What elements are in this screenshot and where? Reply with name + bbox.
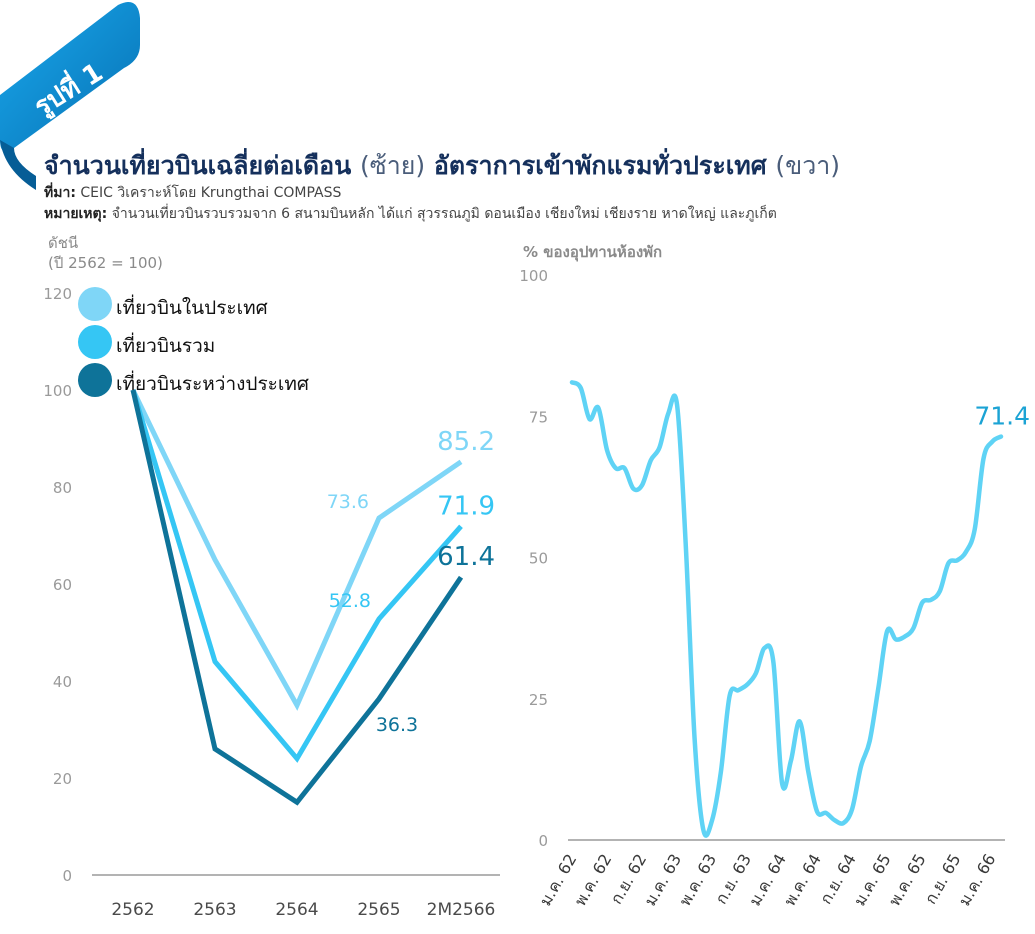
left-ylabel-1: ดัชนี [48,234,79,252]
right-ytick-label: 50 [529,550,548,568]
right-ylabel: % ของอุปทานห้องพัก [523,243,663,261]
legend-label-domestic: เที่ยวบินในประเทศ [116,297,268,319]
legend-label-total: เที่ยวบินรวม [116,335,216,357]
left-data-label: 71.9 [437,491,495,521]
occupancy-end-label: 71.4 [974,402,1030,431]
left-xtick-label: 2563 [193,900,236,920]
source-line: ที่มา: CEIC วิเคราะห์โดย Krungthai COMPA… [44,182,341,204]
left-data-label: 52.8 [329,590,371,612]
badge-ribbon [0,1,140,190]
note-text: จำนวนเที่ยวบินรวบรวมจาก 6 สนามบินหลัก ได… [111,206,777,222]
left-xtick-label: 2565 [357,900,400,920]
left-series-line [130,389,464,806]
title-main: จำนวนเที่ยวบินเฉลี่ยต่อเดือน [44,151,352,180]
right-ytick-label: 0 [538,832,548,850]
right-ytick-label: 100 [519,267,548,285]
title-second: อัตราการเข้าพักแรมทั่วประเทศ [433,151,767,180]
note-line: หมายเหตุ: จำนวนเที่ยวบินรวบรวมจาก 6 สนาม… [44,203,777,225]
source-text: CEIC วิเคราะห์โดย Krungthai COMPASS [80,185,342,201]
right-ytick-label: 75 [529,408,548,426]
left-ytick-label: 20 [53,770,72,788]
left-series-line [130,388,463,711]
left-data-label: 85.2 [437,427,495,457]
title-left-tag: (ซ้าย) [359,151,426,180]
left-ytick-label: 0 [62,867,72,885]
legend-label-international: เที่ยวบินระหว่างประเทศ [116,373,309,395]
left-ytick-label: 60 [53,576,72,594]
left-series-line [130,389,463,763]
legend-swatch-total [78,325,112,359]
left-data-label: 61.4 [437,542,495,572]
right-ytick-label: 25 [529,691,548,709]
left-ytick-label: 100 [43,382,72,400]
occupancy-line [569,380,1004,838]
left-xtick-label: 2M2566 [427,900,496,920]
chart-title: จำนวนเที่ยวบินเฉลี่ยต่อเดือน (ซ้าย) อัตร… [44,146,840,186]
left-data-label: 73.6 [327,491,369,513]
left-xtick-label: 2562 [111,900,154,920]
left-data-label: 36.3 [376,714,418,736]
left-xtick-label: 2564 [275,900,318,920]
left-ytick-label: 80 [53,479,72,497]
legend-swatch-international [78,363,112,397]
left-ylabel-2: (ปี 2562 = 100) [48,254,163,272]
figure-badge: รูปที่ 1 [0,0,160,190]
legend-swatch-domestic [78,287,112,321]
note-label: หมายเหตุ: [44,206,108,222]
source-label: ที่มา: [44,185,76,201]
left-ytick-label: 40 [53,673,72,691]
title-right-tag: (ขวา) [775,151,841,180]
left-ytick-label: 120 [43,285,72,303]
